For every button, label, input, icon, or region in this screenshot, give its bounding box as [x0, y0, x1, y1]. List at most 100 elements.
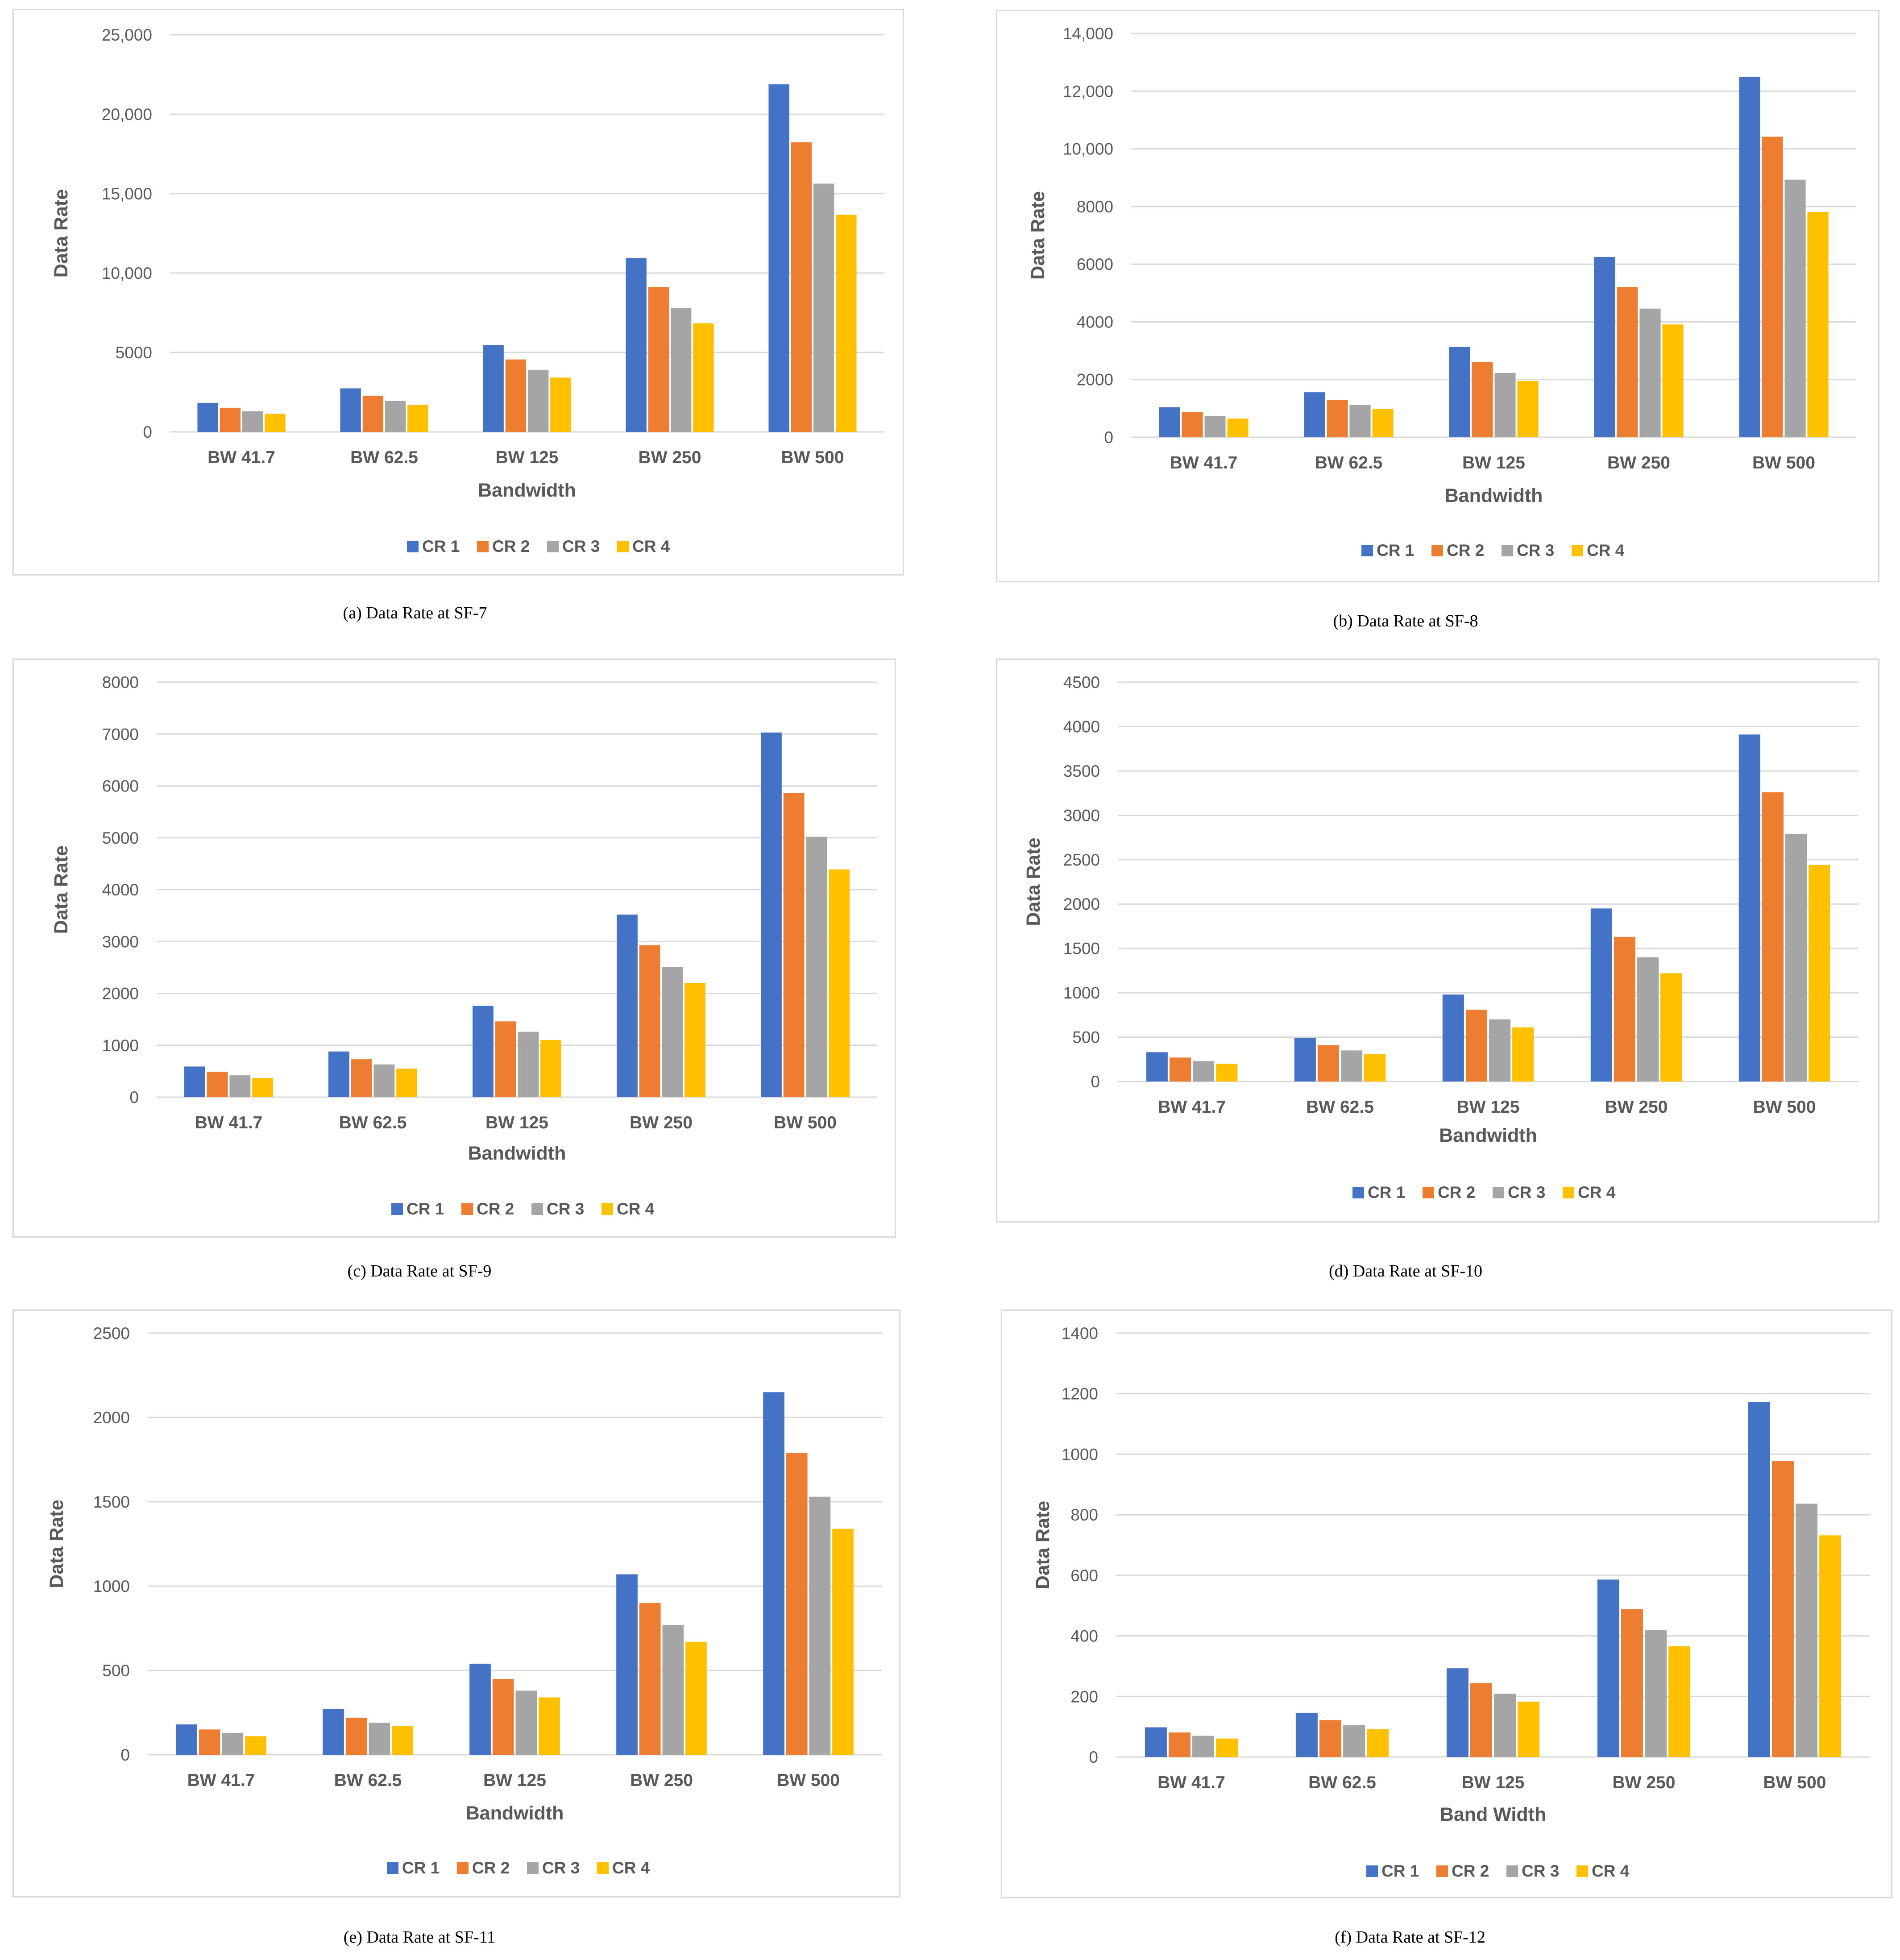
- bar: [813, 183, 834, 432]
- chart-svg-b: 0 2000 4000 6000 8000 10,000 12,000 14,000 BW 41…: [1027, 25, 1856, 559]
- legend-swatch: [1436, 1865, 1448, 1877]
- x-tick-label: BW 500: [1753, 1098, 1816, 1117]
- legend-swatch: [1502, 545, 1513, 556]
- bar: [495, 1021, 516, 1097]
- bar: [1597, 1579, 1619, 1757]
- bar: [1621, 1609, 1643, 1757]
- legend-label: CR 3: [542, 1859, 580, 1877]
- bar: [197, 402, 218, 432]
- bar: [786, 1453, 808, 1755]
- y-tick-label: 12,000: [1063, 82, 1113, 100]
- bar: [1192, 1061, 1215, 1082]
- bar: [693, 323, 714, 432]
- bar: [242, 411, 263, 432]
- y-tick-label: 1000: [1063, 984, 1100, 1002]
- legend-swatch: [1361, 545, 1373, 556]
- y-tick-label: 3500: [1063, 762, 1100, 780]
- bar: [385, 401, 406, 432]
- bar: [492, 1678, 514, 1755]
- x-tick-label: BW 41.7: [1157, 1773, 1225, 1792]
- legend-label: CR 4: [1578, 1183, 1616, 1202]
- bar: [469, 1663, 491, 1755]
- bar: [473, 1006, 494, 1097]
- y-tick-label: 500: [102, 1662, 130, 1680]
- bar: [783, 793, 805, 1097]
- legend-label: CR 3: [1517, 541, 1554, 559]
- chart-svg-d: 0 500 1000 1500 2000 2500 3000 3500 4000 4500 BW 4…: [1023, 673, 1859, 1202]
- x-tick-label: BW 125: [1462, 1773, 1525, 1792]
- bar: [1367, 1729, 1389, 1757]
- bar: [1327, 399, 1348, 437]
- bar: [1617, 287, 1638, 437]
- x-tick-label: BW 250: [1607, 453, 1670, 472]
- y-tick-label: 1200: [1062, 1385, 1098, 1403]
- legend-swatch: [1493, 1187, 1504, 1198]
- x-tick-label: BW 500: [1763, 1773, 1826, 1792]
- bar: [1227, 418, 1249, 437]
- y-tick-label: 1000: [1062, 1445, 1098, 1463]
- y-tick-label: 7000: [102, 725, 139, 743]
- x-tick-label: BW 62.5: [1308, 1773, 1376, 1792]
- legend-swatch: [1366, 1865, 1378, 1877]
- bar: [515, 1691, 537, 1755]
- bar: [761, 732, 782, 1097]
- y-axis-title: Data Rate: [1032, 1501, 1054, 1589]
- bar: [1594, 257, 1615, 437]
- legend-swatch: [1572, 545, 1583, 556]
- legend-label: CR 2: [477, 1200, 514, 1218]
- y-tick-label: 2000: [1077, 371, 1113, 389]
- bar: [616, 1574, 638, 1755]
- legend-label: CR 3: [547, 1200, 584, 1218]
- bar: [1372, 409, 1394, 437]
- legend-swatch: [387, 1862, 398, 1874]
- y-axis-title: Data Rate: [1023, 837, 1044, 926]
- bar: [245, 1736, 266, 1755]
- bar: [1343, 1725, 1365, 1757]
- bar: [1512, 1027, 1534, 1082]
- bar: [1472, 362, 1493, 437]
- legend-swatch: [617, 541, 629, 552]
- bar: [407, 405, 428, 432]
- bar: [1494, 1694, 1516, 1757]
- legend-label: CR 4: [612, 1859, 650, 1877]
- bar: [1637, 957, 1659, 1082]
- y-axis-title: Data Rate: [46, 1500, 67, 1588]
- legend-swatch: [1506, 1865, 1518, 1877]
- legend-label: CR 1: [1381, 1862, 1419, 1880]
- chart-svg-e: 0 500 1000 1500 2000 2500 BW 41.7 BW 62.5 BW 125…: [46, 1324, 882, 1877]
- bar: [1785, 834, 1807, 1082]
- chart-panel-c: 0 1000 2000 3000 4000 5000 6000 7000 8000 BW 41.7…: [12, 659, 896, 1238]
- bar: [1304, 392, 1325, 437]
- bar: [670, 307, 692, 432]
- bar: [1442, 995, 1464, 1082]
- legend-swatch: [1431, 545, 1443, 556]
- y-tick-label: 1000: [102, 1036, 139, 1055]
- bar: [1182, 412, 1203, 437]
- legend-swatch: [1576, 1865, 1588, 1877]
- x-tick-label: BW 250: [1605, 1098, 1668, 1117]
- y-tick-label: 0: [143, 423, 152, 441]
- x-tick-label: BW 41.7: [1158, 1098, 1226, 1117]
- caption-b: (b) Data Rate at SF-8: [1333, 612, 1478, 630]
- bar: [1364, 1054, 1386, 1082]
- bar: [791, 142, 812, 432]
- legend-label: CR 2: [492, 537, 530, 555]
- bar: [832, 1529, 854, 1755]
- chart-svg-c: 0 1000 2000 3000 4000 5000 6000 7000 8000 BW 41.7…: [50, 673, 877, 1218]
- y-tick-label: 0: [129, 1088, 139, 1106]
- bar: [340, 388, 361, 432]
- y-tick-label: 1000: [93, 1577, 130, 1595]
- x-tick-label: BW 250: [639, 448, 701, 467]
- y-tick-label: 25,000: [102, 26, 152, 44]
- bar: [836, 215, 857, 432]
- x-tick-label: BW 62.5: [350, 448, 418, 467]
- y-tick-label: 5000: [116, 344, 152, 362]
- y-tick-label: 4500: [1063, 673, 1100, 692]
- bar: [265, 414, 286, 432]
- x-axis-title: Bandwidth: [468, 1143, 566, 1164]
- y-tick-label: 2000: [102, 985, 139, 1003]
- bar: [1494, 373, 1516, 437]
- bar: [648, 287, 669, 432]
- legend-label: CR 3: [562, 537, 600, 555]
- bar: [252, 1077, 273, 1097]
